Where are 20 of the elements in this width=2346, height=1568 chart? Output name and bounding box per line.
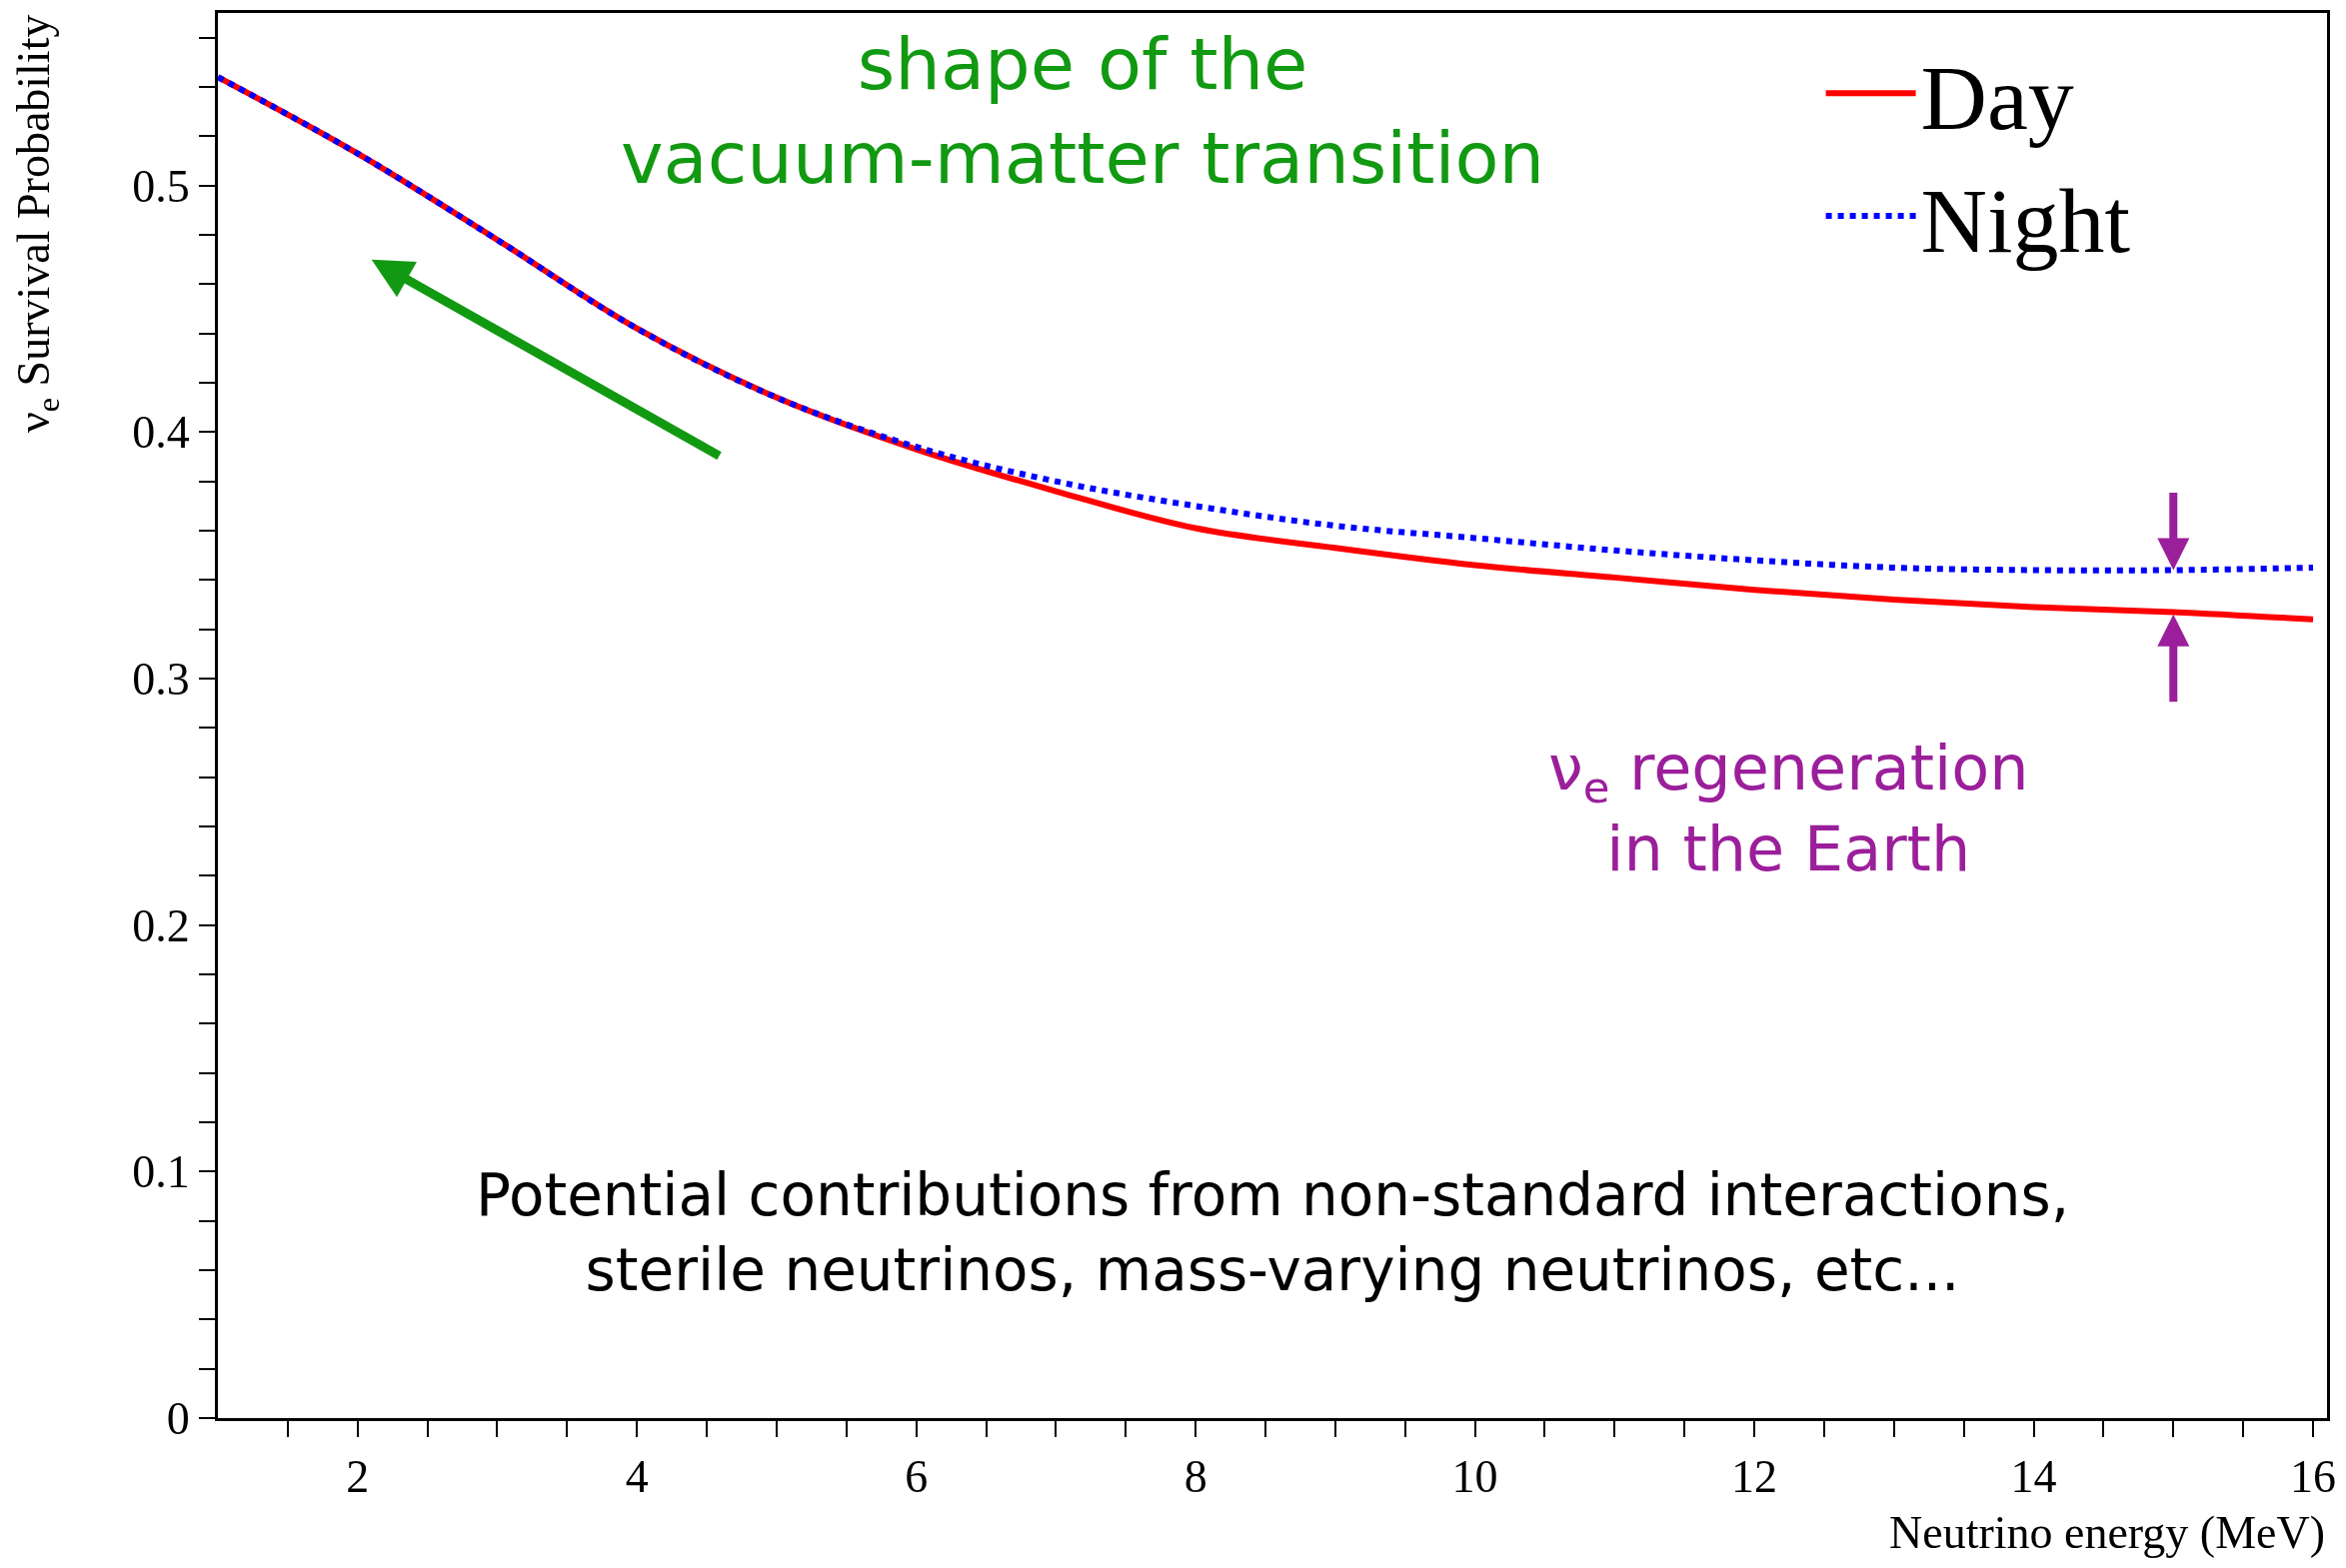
y-tick-label: 0.3 (132, 654, 190, 706)
y-tick-label: 0 (166, 1393, 190, 1445)
x-tick-label: 6 (905, 1451, 929, 1503)
y-tick-label: 0.5 (132, 160, 190, 212)
x-tick-label: 14 (2010, 1451, 2057, 1503)
x-tick-label: 12 (1731, 1451, 1778, 1503)
x-axis-title: Neutrino energy (MeV) (1889, 1507, 2326, 1558)
y-tick-label: 0.2 (132, 899, 190, 951)
annotation: shape of the vacuum-matter transition (621, 22, 1545, 200)
annotation: ν$_{e}$ regeneration in the Earth (1548, 732, 2029, 885)
x-tick-label: 16 (2290, 1451, 2337, 1503)
legend-label: Day (1920, 47, 2074, 150)
x-tick-label: 4 (625, 1451, 649, 1503)
x-tick-label: 10 (1451, 1451, 1498, 1503)
y-tick-label: 0.4 (132, 407, 190, 459)
legend-label: Night (1920, 169, 2131, 272)
x-tick-label: 8 (1183, 1451, 1207, 1503)
y-tick-label: 0.1 (132, 1146, 190, 1198)
x-tick-label: 2 (346, 1451, 370, 1503)
annotation: Potential contributions from non-standard interactions, sterile neutrinos, mass-varying neutrinos, etc... (476, 1161, 2070, 1305)
